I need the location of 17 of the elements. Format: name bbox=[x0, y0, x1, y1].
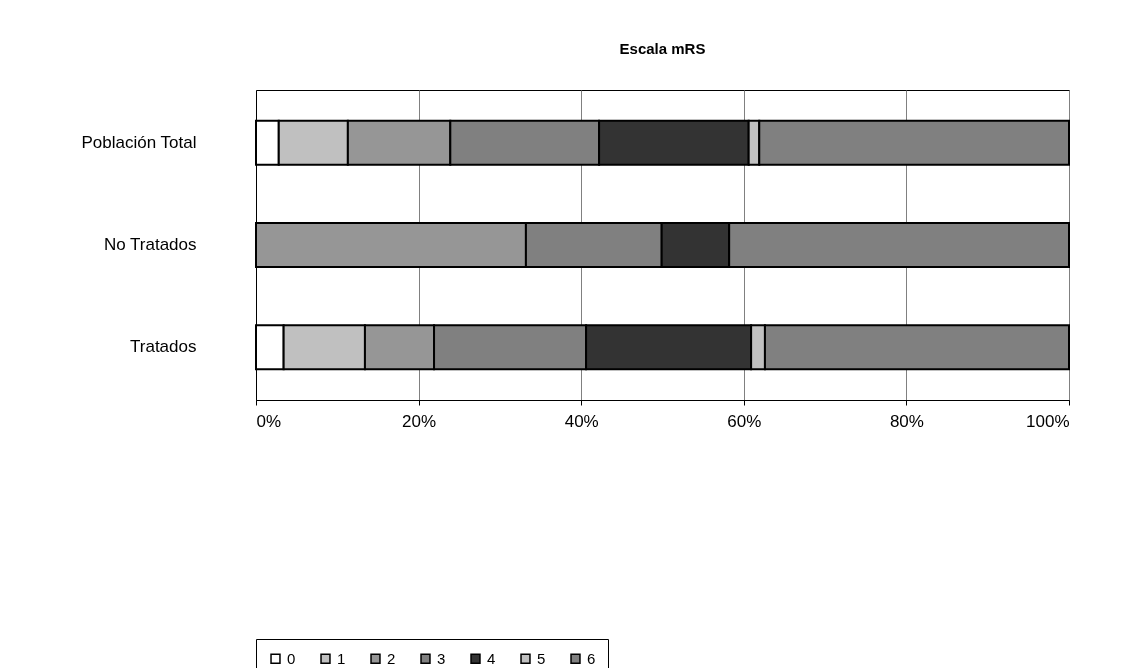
x-tick-label: 0% bbox=[256, 411, 282, 431]
legend-label: 2 bbox=[387, 649, 396, 667]
legend-label: 4 bbox=[487, 649, 496, 667]
x-tick-label: 40% bbox=[564, 411, 599, 431]
legend-label: 0 bbox=[287, 649, 296, 667]
chart-title: Escala mRS bbox=[619, 40, 706, 57]
y-tick-label: Población Total bbox=[81, 132, 197, 152]
x-tick-label: 100% bbox=[1026, 411, 1070, 431]
legend-label: 1 bbox=[337, 649, 346, 667]
legend-label: 3 bbox=[437, 649, 446, 667]
legend-label: 6 bbox=[587, 649, 596, 667]
y-tick-label: No Tratados bbox=[103, 235, 197, 254]
y-tick-label: Tratados bbox=[130, 337, 197, 357]
x-tick-label: 60% bbox=[727, 411, 762, 431]
legend-label: 5 bbox=[537, 649, 546, 667]
x-tick-label: 20% bbox=[402, 411, 437, 431]
x-tick-label: 80% bbox=[889, 411, 924, 431]
